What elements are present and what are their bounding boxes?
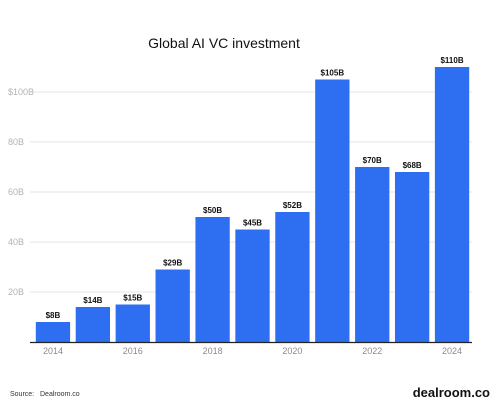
bar bbox=[115, 304, 150, 342]
data-label: $70B bbox=[363, 156, 382, 165]
data-label: $110B bbox=[440, 56, 463, 65]
x-axis: 2014 2016 2018 2020 2022 2024 bbox=[43, 346, 462, 356]
y-tick-label: 60B bbox=[8, 187, 24, 197]
x-tick-label: 2022 bbox=[362, 346, 382, 356]
bar bbox=[315, 79, 350, 342]
data-label: $105B bbox=[321, 69, 345, 78]
chart-title: Global AI VC investment bbox=[148, 35, 300, 51]
x-tick-label: 2016 bbox=[123, 346, 143, 356]
data-label: $29B bbox=[163, 259, 182, 268]
bar bbox=[355, 167, 390, 342]
y-tick-label: 40B bbox=[8, 237, 24, 247]
data-label: $14B bbox=[83, 296, 102, 305]
bars bbox=[35, 67, 470, 342]
source-value: Dealroom.co bbox=[40, 391, 80, 398]
bar bbox=[35, 322, 71, 342]
y-tick-label: 80B bbox=[8, 137, 24, 147]
bar bbox=[155, 269, 190, 342]
x-tick-label: 2014 bbox=[43, 346, 63, 356]
data-label: $52B bbox=[283, 201, 302, 210]
bar bbox=[275, 212, 310, 342]
data-label: $15B bbox=[123, 294, 142, 303]
bar bbox=[394, 172, 430, 342]
y-tick-label: $100B bbox=[8, 87, 34, 97]
y-axis: 20B 40B 60B 80B $100B bbox=[8, 87, 34, 297]
bar bbox=[235, 229, 270, 342]
bar bbox=[195, 217, 230, 342]
bar bbox=[434, 67, 470, 342]
source-label: Source: bbox=[10, 391, 34, 398]
y-tick-label: 20B bbox=[8, 287, 24, 297]
data-label: $8B bbox=[46, 311, 61, 320]
x-tick-label: 2024 bbox=[442, 346, 462, 356]
data-label: $50B bbox=[203, 206, 222, 215]
dealroom-logo: dealroom.co bbox=[413, 385, 490, 400]
data-label: $45B bbox=[243, 219, 262, 228]
data-labels: $8B $14B $15B $29B $50B $45B $52B $105B $70B $68B… bbox=[46, 56, 464, 320]
bar bbox=[75, 307, 111, 342]
data-label: $68B bbox=[403, 161, 422, 170]
x-tick-label: 2020 bbox=[282, 346, 302, 356]
x-tick-label: 2018 bbox=[203, 346, 223, 356]
